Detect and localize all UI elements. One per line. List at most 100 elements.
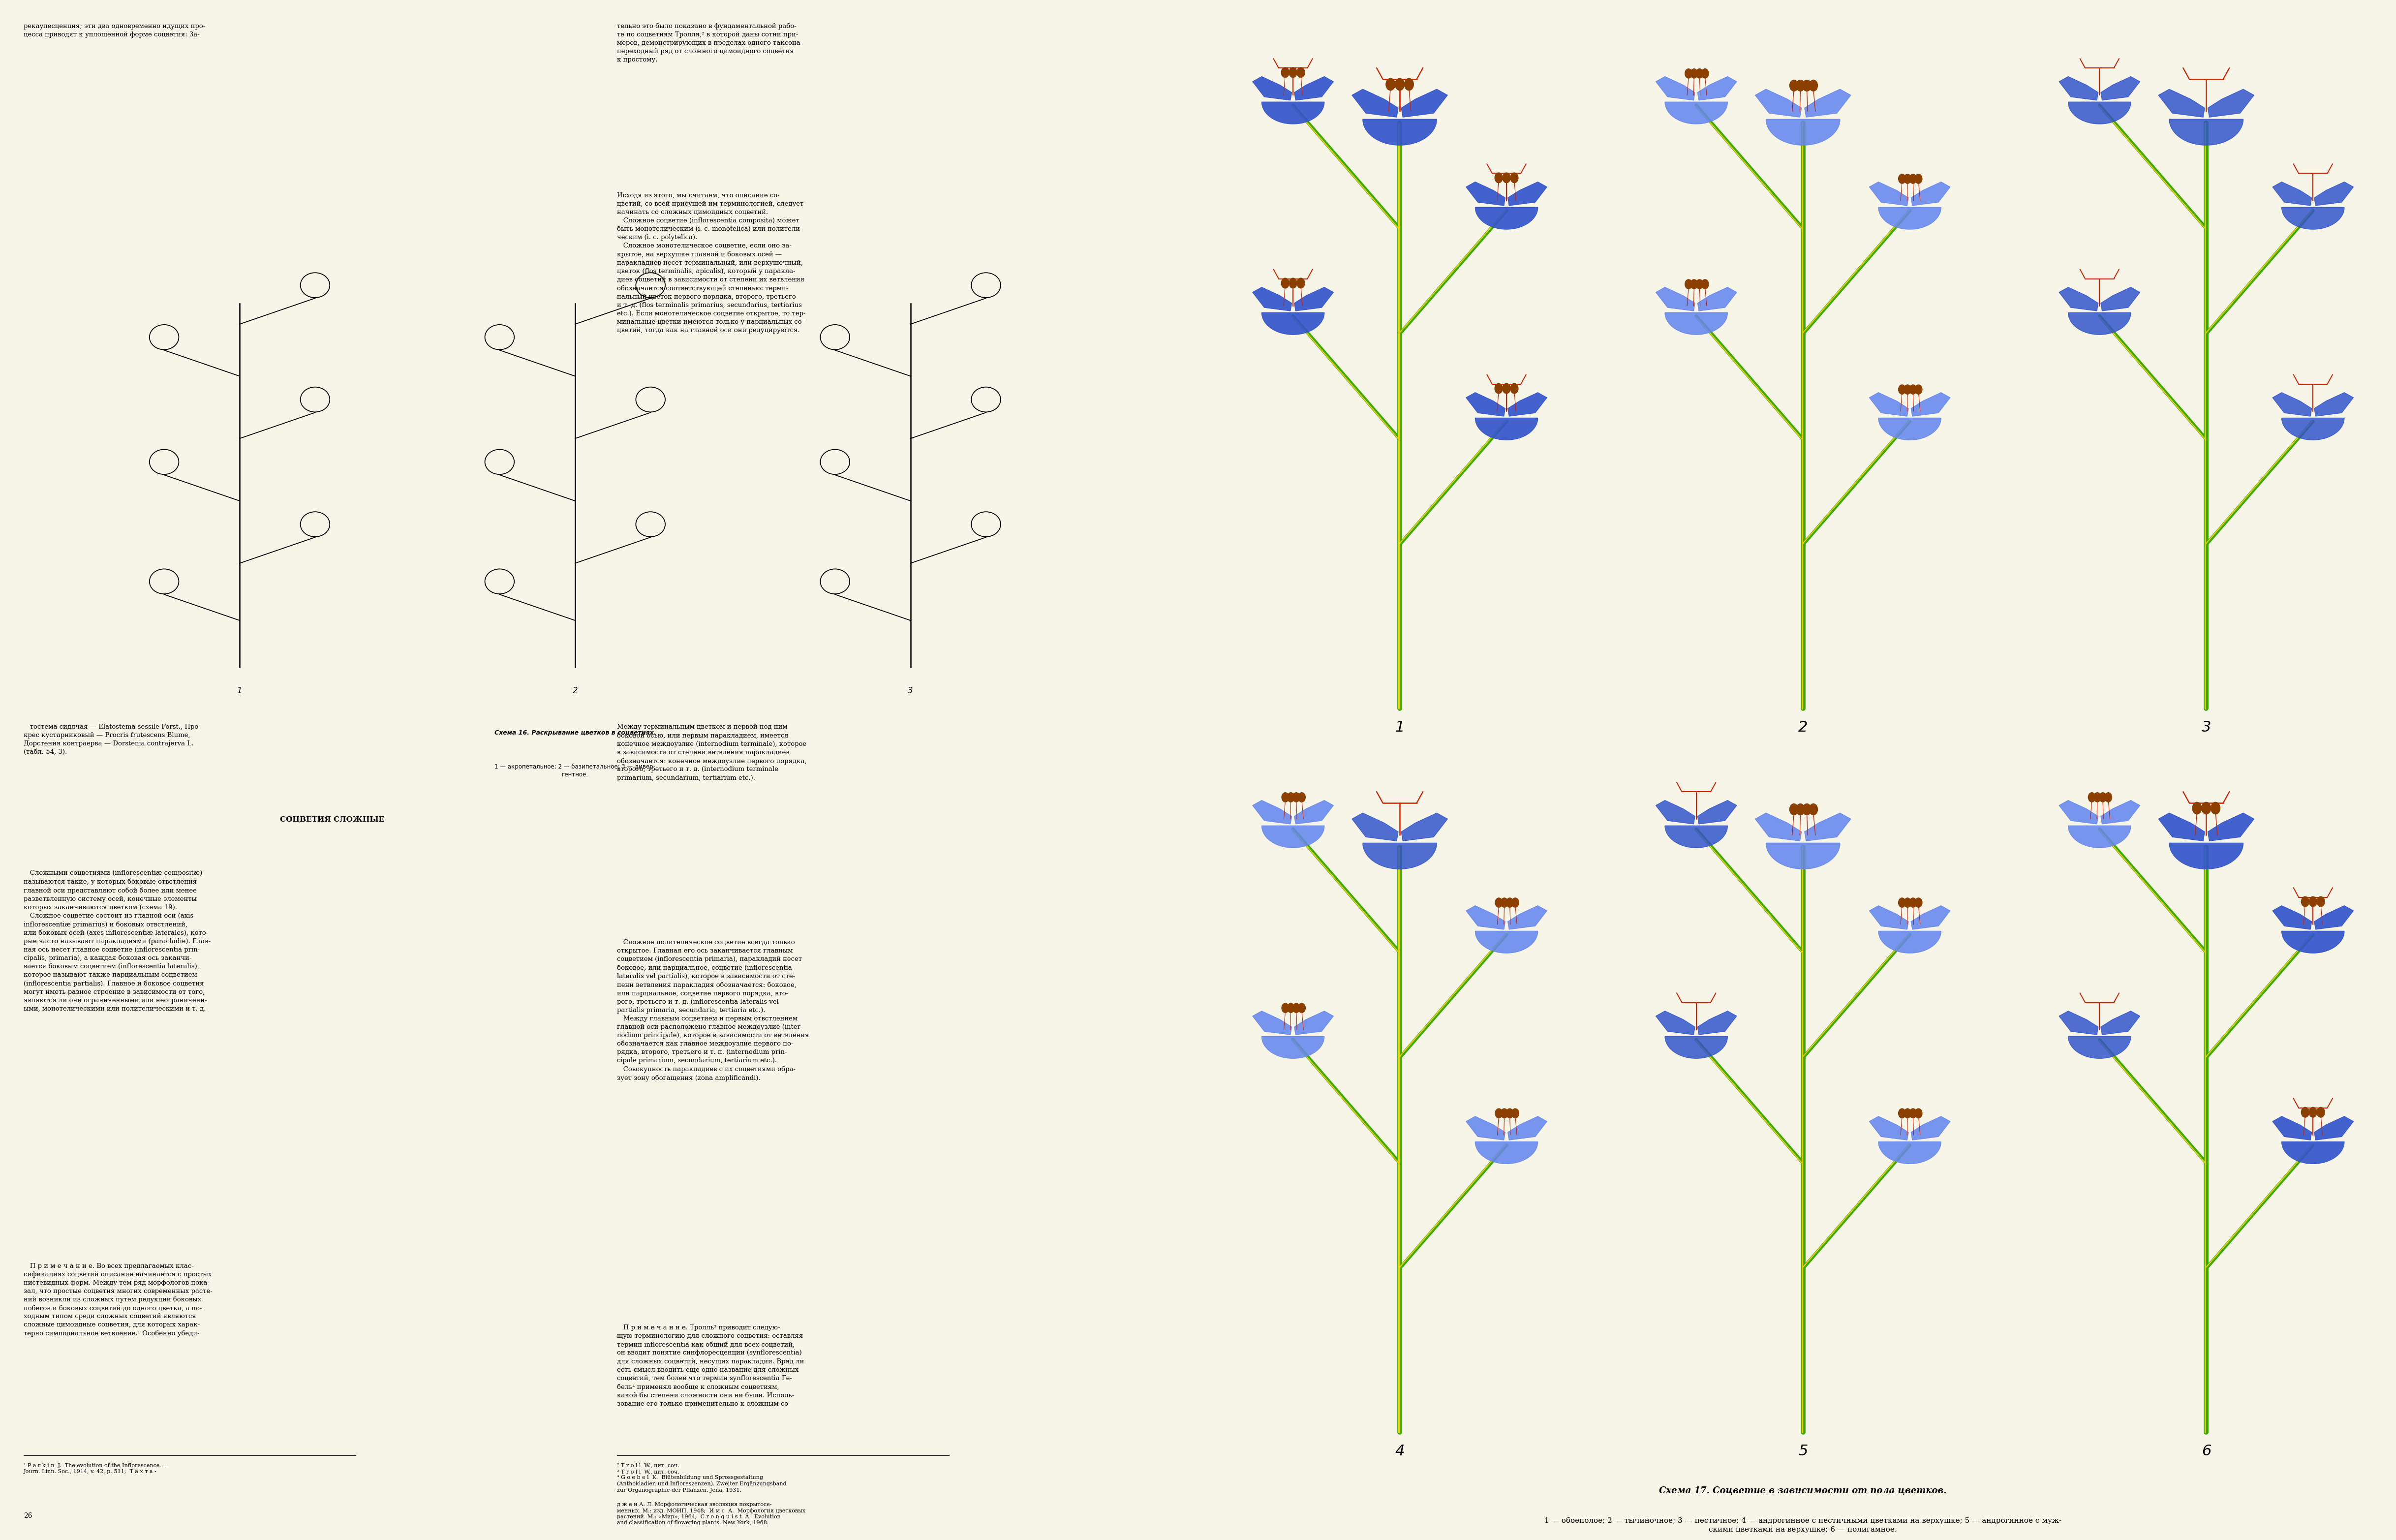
- Circle shape: [1809, 80, 1819, 91]
- Circle shape: [1495, 383, 1502, 394]
- Polygon shape: [1869, 906, 1910, 929]
- Polygon shape: [1263, 1036, 1325, 1058]
- Polygon shape: [1804, 813, 1850, 841]
- Text: 5: 5: [1799, 1445, 1807, 1458]
- Polygon shape: [1912, 1116, 1950, 1140]
- Circle shape: [1509, 383, 1519, 394]
- Polygon shape: [2315, 393, 2353, 416]
- Circle shape: [1802, 80, 1811, 91]
- Circle shape: [1299, 793, 1306, 802]
- Circle shape: [1910, 1109, 1917, 1118]
- Text: тельно это было показано в фундаментальной рабо-
те по соцветиям Тролля,² в кото: тельно это было показано в фундаментальн…: [616, 23, 800, 63]
- Circle shape: [1500, 898, 1507, 907]
- Polygon shape: [1294, 77, 1335, 100]
- Circle shape: [1802, 804, 1811, 815]
- Text: П р и м е ч а н и е. Тролль³ приводит следую-
щую терминологию для сложного соцв: П р и м е ч а н и е. Тролль³ приводит сл…: [616, 1324, 805, 1408]
- Circle shape: [1282, 279, 1289, 288]
- Circle shape: [1500, 1109, 1507, 1118]
- Circle shape: [1905, 898, 1912, 907]
- Circle shape: [1905, 174, 1912, 183]
- Circle shape: [1696, 69, 1704, 79]
- Polygon shape: [1665, 1036, 1728, 1058]
- Text: д ж е н А. Л. Морфологическая эволюция покрытосе-
менных. М.: изд. МОИП, 1948;  : д ж е н А. Л. Морфологическая эволюция п…: [616, 1502, 805, 1525]
- Circle shape: [1404, 79, 1414, 91]
- Text: Исходя из этого, мы считаем, что описание со-
цветий, со всей присущей им термин: Исходя из этого, мы считаем, что описани…: [616, 192, 805, 334]
- Polygon shape: [2168, 119, 2243, 145]
- Circle shape: [1910, 385, 1917, 394]
- Circle shape: [1495, 172, 1502, 183]
- Polygon shape: [1351, 813, 1399, 841]
- Polygon shape: [2068, 313, 2130, 334]
- Circle shape: [1289, 279, 1296, 288]
- Polygon shape: [1507, 182, 1548, 205]
- Polygon shape: [1263, 102, 1325, 123]
- Polygon shape: [1756, 89, 1802, 117]
- Polygon shape: [1476, 208, 1538, 229]
- Circle shape: [1914, 385, 1922, 394]
- Polygon shape: [1351, 89, 1399, 117]
- Polygon shape: [1656, 801, 1694, 824]
- Text: 26: 26: [24, 1512, 31, 1518]
- Polygon shape: [1253, 286, 1291, 311]
- Circle shape: [2192, 802, 2202, 815]
- Text: П р и м е ч а н и е. Во всех предлагаемых клас-
сификациях соцветий описание нач: П р и м е ч а н и е. Во всех предлагаемы…: [24, 1263, 213, 1337]
- Polygon shape: [1912, 393, 1950, 416]
- Circle shape: [2094, 793, 2101, 802]
- Circle shape: [1282, 793, 1289, 802]
- Circle shape: [1289, 68, 1296, 77]
- Polygon shape: [1253, 77, 1291, 100]
- Circle shape: [2300, 896, 2310, 907]
- Polygon shape: [1696, 1010, 1737, 1035]
- Polygon shape: [2281, 1141, 2343, 1164]
- Text: Между терминальным цветком и первой под ним
боковой осью, или первым паракладием: Между терминальным цветком и первой под …: [616, 724, 807, 781]
- Circle shape: [1385, 79, 1394, 91]
- Polygon shape: [1665, 825, 1728, 847]
- Circle shape: [1910, 174, 1917, 183]
- Circle shape: [2202, 802, 2212, 815]
- Circle shape: [1394, 79, 1404, 91]
- Polygon shape: [1507, 906, 1548, 929]
- Text: ¹ P a r k i n  J.  The evolution of the Inflorescence. —
Journ. Linn. Soc., 1914: ¹ P a r k i n J. The evolution of the In…: [24, 1463, 168, 1474]
- Polygon shape: [1869, 182, 1910, 205]
- Text: Схема 16. Раскрывание цветков в соцветиях.: Схема 16. Раскрывание цветков в соцветия…: [494, 730, 657, 736]
- Polygon shape: [2271, 393, 2312, 416]
- Circle shape: [2300, 1107, 2310, 1118]
- Circle shape: [1696, 279, 1704, 290]
- Polygon shape: [1869, 1116, 1910, 1140]
- Circle shape: [1287, 1003, 1294, 1013]
- Circle shape: [1692, 279, 1699, 290]
- Circle shape: [2099, 793, 2106, 802]
- Circle shape: [1684, 69, 1692, 79]
- Circle shape: [1898, 174, 1905, 183]
- Circle shape: [1282, 68, 1289, 77]
- Polygon shape: [2058, 286, 2099, 311]
- Text: Сложное полителическое соцветие всегда только
открытое. Главная его ось заканчив: Сложное полителическое соцветие всегда т…: [616, 939, 810, 1081]
- Polygon shape: [1402, 89, 1447, 117]
- Circle shape: [1797, 804, 1804, 815]
- Circle shape: [1509, 172, 1519, 183]
- Circle shape: [1502, 172, 1509, 183]
- Circle shape: [1914, 898, 1922, 907]
- Polygon shape: [1363, 119, 1438, 145]
- Text: 2: 2: [1799, 721, 1807, 735]
- Polygon shape: [1294, 286, 1335, 311]
- Text: ² T r o l l  W., цит. соч.
³ T r o l l  W., цит. соч.
⁴ G o e b e l  K.  Blütenb: ² T r o l l W., цит. соч. ³ T r o l l W.…: [616, 1463, 786, 1492]
- Text: Сложными соцветиями (inflorescentiæ compositæ)
называются такие, у которых боков: Сложными соцветиями (inflorescentiæ comp…: [24, 870, 211, 1012]
- Circle shape: [2317, 1107, 2324, 1118]
- Polygon shape: [2271, 1116, 2312, 1140]
- Circle shape: [2104, 793, 2111, 802]
- Polygon shape: [2068, 1036, 2130, 1058]
- Polygon shape: [1878, 417, 1941, 440]
- Polygon shape: [2159, 813, 2204, 841]
- Polygon shape: [1804, 89, 1850, 117]
- Polygon shape: [1466, 393, 1505, 416]
- Polygon shape: [1294, 1010, 1335, 1035]
- Circle shape: [1296, 279, 1306, 288]
- Polygon shape: [2159, 89, 2204, 117]
- Text: 3: 3: [908, 687, 913, 695]
- Polygon shape: [1766, 842, 1840, 869]
- Circle shape: [1701, 279, 1708, 290]
- Polygon shape: [1878, 208, 1941, 229]
- Polygon shape: [2281, 417, 2343, 440]
- Circle shape: [1287, 793, 1294, 802]
